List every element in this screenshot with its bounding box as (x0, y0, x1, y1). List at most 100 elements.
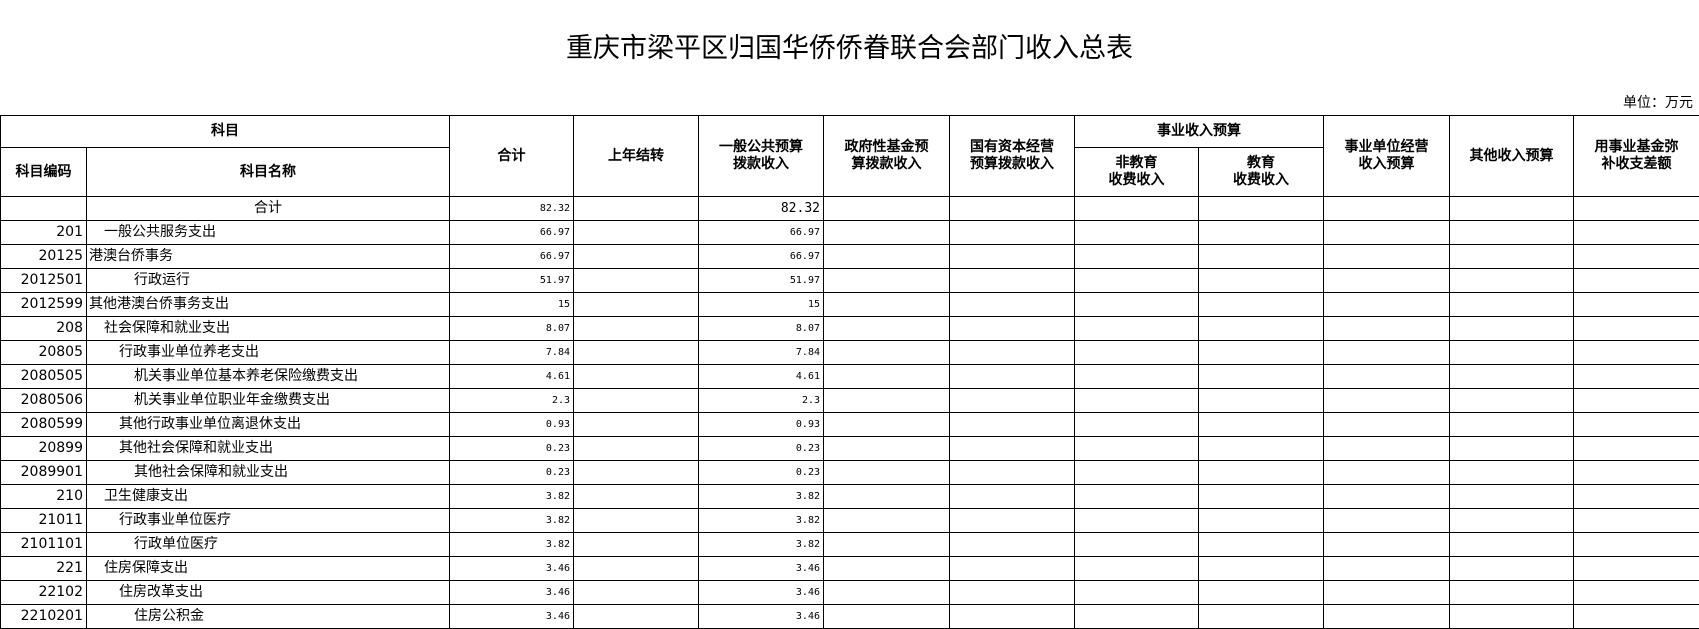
cell-carryover (573, 436, 699, 461)
cell-general: 3.46 (698, 580, 824, 605)
cell-nonedu (1074, 604, 1199, 629)
cell-code: 221 (0, 556, 87, 581)
cell-operation (1323, 268, 1450, 293)
cell-govfund (823, 460, 950, 485)
cell-general: 8.07 (698, 316, 824, 341)
cell-general: 0.23 (698, 460, 824, 485)
cell-carryover (573, 292, 699, 317)
cell-govfund (823, 436, 950, 461)
cell-operation (1323, 364, 1450, 389)
cell-code: 2089901 (0, 460, 87, 485)
cell-other (1449, 604, 1574, 629)
cell-carryover (573, 580, 699, 605)
cell-name: 港澳台侨事务 (86, 244, 450, 269)
cell-carryover (573, 196, 699, 221)
cell-fund (1573, 532, 1699, 557)
table-row: 20899 其他社会保障和就业支出 0.23 0.23 (0, 436, 1699, 461)
table-row: 201 一般公共服务支出 66.97 66.97 (0, 220, 1699, 245)
cell-edu (1198, 412, 1324, 437)
cell-govfund (823, 388, 950, 413)
cell-carryover (573, 364, 699, 389)
table-row: 2080505 机关事业单位基本养老保险缴费支出 4.61 4.61 (0, 364, 1699, 389)
cell-name: 住房公积金 (86, 604, 450, 629)
cell-stateasset (949, 580, 1075, 605)
cell-govfund (823, 220, 950, 245)
cell-total: 0.93 (449, 412, 574, 437)
cell-code: 201 (0, 220, 87, 245)
cell-name: 其他港澳台侨事务支出 (86, 292, 450, 317)
cell-carryover (573, 508, 699, 533)
cell-fund (1573, 316, 1699, 341)
table-row: 2012501 行政运行 51.97 51.97 (0, 268, 1699, 293)
table-row: 2089901 其他社会保障和就业支出 0.23 0.23 (0, 460, 1699, 485)
cell-stateasset (949, 508, 1075, 533)
cell-other (1449, 460, 1574, 485)
cell-operation (1323, 580, 1450, 605)
cell-fund (1573, 196, 1699, 221)
cell-other (1449, 556, 1574, 581)
cell-edu (1198, 340, 1324, 365)
cell-name: 合计 (86, 196, 450, 221)
cell-name: 其他行政事业单位离退休支出 (86, 412, 450, 437)
cell-general: 66.97 (698, 220, 824, 245)
header-stateasset: 国有资本经营 预算拨款收入 (949, 115, 1075, 197)
cell-carryover (573, 604, 699, 629)
cell-edu (1198, 364, 1324, 389)
cell-operation (1323, 316, 1450, 341)
unit-label: 单位：万元 (1623, 95, 1693, 111)
cell-total: 66.97 (449, 244, 574, 269)
header-operation: 事业单位经营 收入预算 (1323, 115, 1450, 197)
cell-govfund (823, 484, 950, 509)
cell-govfund (823, 340, 950, 365)
cell-stateasset (949, 268, 1075, 293)
cell-edu (1198, 196, 1324, 221)
cell-edu (1198, 268, 1324, 293)
cell-stateasset (949, 244, 1075, 269)
cell-edu (1198, 436, 1324, 461)
cell-nonedu (1074, 244, 1199, 269)
cell-total: 3.82 (449, 532, 574, 557)
cell-nonedu (1074, 268, 1199, 293)
table-row: 208 社会保障和就业支出 8.07 8.07 (0, 316, 1699, 341)
cell-code: 22102 (0, 580, 87, 605)
cell-total: 2.3 (449, 388, 574, 413)
cell-nonedu (1074, 532, 1199, 557)
cell-fund (1573, 364, 1699, 389)
cell-other (1449, 220, 1574, 245)
cell-code: 2012501 (0, 268, 87, 293)
cell-fund (1573, 460, 1699, 485)
cell-name: 行政运行 (86, 268, 450, 293)
cell-stateasset (949, 556, 1075, 581)
table-row: 2080506 机关事业单位职业年金缴费支出 2.3 2.3 (0, 388, 1699, 413)
cell-other (1449, 268, 1574, 293)
cell-stateasset (949, 532, 1075, 557)
cell-name: 机关事业单位职业年金缴费支出 (86, 388, 450, 413)
cell-operation (1323, 532, 1450, 557)
cell-general: 15 (698, 292, 824, 317)
cell-nonedu (1074, 388, 1199, 413)
cell-code (0, 196, 87, 221)
cell-operation (1323, 196, 1450, 221)
cell-edu (1198, 292, 1324, 317)
cell-code: 2210201 (0, 604, 87, 629)
cell-fund (1573, 604, 1699, 629)
cell-stateasset (949, 292, 1075, 317)
cell-name: 住房保障支出 (86, 556, 450, 581)
cell-code: 20899 (0, 436, 87, 461)
cell-name: 其他社会保障和就业支出 (86, 460, 450, 485)
cell-other (1449, 508, 1574, 533)
cell-edu (1198, 580, 1324, 605)
cell-carryover (573, 556, 699, 581)
cell-code: 20125 (0, 244, 87, 269)
cell-total: 8.07 (449, 316, 574, 341)
cell-name: 卫生健康支出 (86, 484, 450, 509)
cell-other (1449, 364, 1574, 389)
cell-carryover (573, 532, 699, 557)
cell-edu (1198, 604, 1324, 629)
cell-total: 4.61 (449, 364, 574, 389)
cell-nonedu (1074, 436, 1199, 461)
table-row: 20125 港澳台侨事务 66.97 66.97 (0, 244, 1699, 269)
cell-edu (1198, 484, 1324, 509)
cell-edu (1198, 316, 1324, 341)
cell-stateasset (949, 220, 1075, 245)
